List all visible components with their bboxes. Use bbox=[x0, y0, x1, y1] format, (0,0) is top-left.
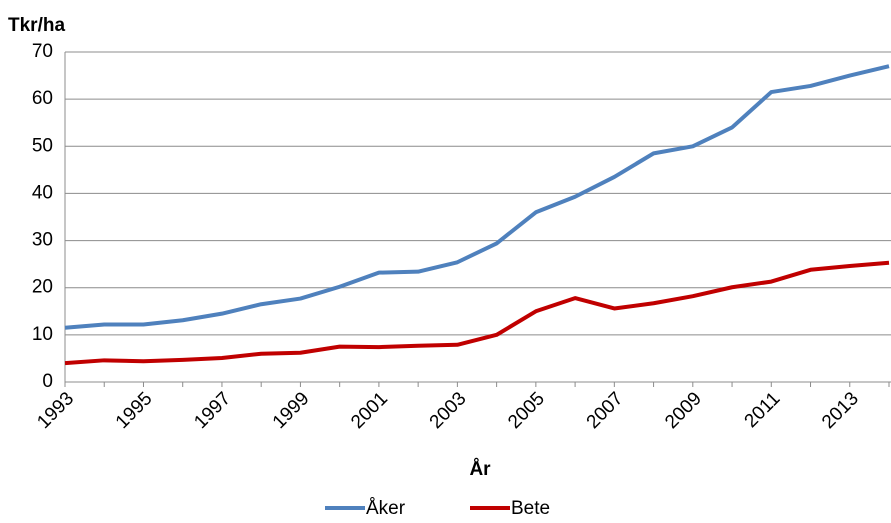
x-tick-label: 1997 bbox=[190, 388, 235, 433]
x-tick-label: 2003 bbox=[426, 388, 471, 433]
y-tick-label: 40 bbox=[32, 182, 53, 203]
x-tick-label: 2009 bbox=[661, 388, 706, 433]
x-tick-label: 2013 bbox=[818, 388, 863, 433]
x-tick-label: 2007 bbox=[583, 388, 628, 433]
y-tick-label: 20 bbox=[32, 277, 53, 298]
x-tick-label: 1999 bbox=[269, 388, 314, 433]
y-tick-label: 30 bbox=[32, 230, 53, 251]
legend-label: Åker bbox=[366, 498, 406, 519]
y-tick-label: 0 bbox=[42, 371, 53, 392]
y-tick-label: 50 bbox=[32, 135, 53, 156]
x-tick-label: 2005 bbox=[504, 388, 549, 433]
y-tick-label: 60 bbox=[32, 88, 53, 109]
x-tick-label: 1993 bbox=[33, 388, 78, 433]
x-axis-label: År bbox=[469, 459, 491, 480]
y-tick-label: 10 bbox=[32, 324, 53, 345]
x-tick-label: 2011 bbox=[741, 388, 785, 432]
line-series bbox=[64, 64, 890, 330]
x-tick-label: 1995 bbox=[112, 388, 157, 433]
y-axis-label: Tkr/ha bbox=[8, 15, 65, 36]
x-tick-label: 2001 bbox=[347, 388, 392, 433]
y-tick-label: 70 bbox=[32, 41, 53, 62]
line-series bbox=[64, 260, 890, 366]
legend-label: Bete bbox=[511, 498, 550, 519]
